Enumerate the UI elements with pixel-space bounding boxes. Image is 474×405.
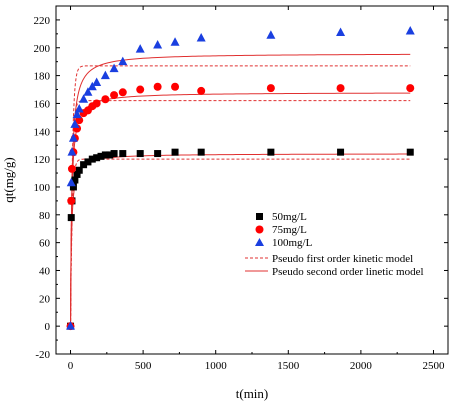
data-point-50 (267, 148, 275, 156)
legend-label-second-order: Pseudo second order linetic model (272, 266, 424, 278)
data-point-75 (153, 82, 162, 91)
data-point-100 (118, 56, 128, 66)
data-point-75 (118, 88, 127, 97)
data-point-50 (110, 150, 118, 158)
data-point-100 (66, 321, 76, 330)
y-tick-label: 40 (39, 265, 51, 277)
y-tick-label: 0 (45, 321, 51, 333)
data-point-75 (110, 91, 119, 100)
data-point-100 (68, 133, 78, 142)
data-point-50 (119, 150, 127, 158)
legend-marker-50 (256, 213, 263, 220)
data-point-75 (136, 85, 145, 94)
first-order-fit-line (70, 65, 411, 327)
x-tick-label: 1000 (205, 360, 228, 372)
data-point-75 (67, 164, 76, 173)
second-order-fit-line (70, 153, 411, 327)
y-tick-label: 160 (34, 98, 51, 110)
data-point-75 (406, 84, 415, 93)
data-point-75 (92, 99, 101, 108)
data-point-50 (101, 151, 109, 159)
y-tick-label: 100 (34, 182, 51, 194)
data-point-100 (67, 147, 77, 156)
data-point-50 (75, 166, 83, 174)
y-tick-label: -20 (35, 349, 50, 361)
second-order-fit-line (70, 53, 411, 327)
first-order-fit-line (70, 158, 411, 327)
data-point-100 (70, 119, 80, 128)
data-point-50 (84, 158, 92, 166)
y-tick-label: 220 (34, 15, 51, 27)
data-point-100 (92, 77, 102, 87)
data-point-100 (336, 27, 346, 36)
data-point-75 (101, 95, 110, 104)
data-point-50 (88, 155, 96, 163)
data-point-50 (71, 176, 79, 184)
data-point-75 (67, 196, 76, 205)
legend-label-75: 75mg/L (272, 224, 307, 236)
data-point-100 (72, 109, 82, 119)
data-point-75 (75, 116, 84, 125)
data-point-100 (196, 33, 206, 42)
y-tick-label: 120 (34, 154, 51, 166)
data-point-75 (266, 84, 275, 93)
legend-marker-100 (255, 238, 264, 246)
x-tick-label: 500 (135, 360, 152, 372)
data-point-100 (100, 70, 110, 80)
data-point-50 (154, 150, 162, 158)
y-tick-label: 20 (39, 293, 51, 305)
data-points (66, 26, 415, 331)
data-point-100 (74, 104, 84, 113)
x-tick-label: 1500 (277, 360, 300, 372)
data-point-75 (336, 84, 345, 93)
data-point-100 (266, 30, 276, 39)
data-point-100 (109, 63, 119, 73)
y-tick-label: 200 (34, 43, 51, 55)
data-point-50 (337, 148, 345, 156)
data-point-100 (170, 37, 180, 46)
legend-label-first-order: Pseudo first order kinetic model (272, 253, 413, 265)
data-point-50 (171, 148, 179, 156)
data-point-75 (171, 82, 180, 91)
legend-marker-75 (255, 225, 264, 234)
legend-label-50: 50mg/L (272, 211, 307, 223)
data-point-50 (136, 150, 144, 158)
y-tick-label: 140 (34, 126, 51, 138)
legend-label-100: 100mg/L (272, 237, 313, 249)
data-point-50 (406, 148, 414, 156)
data-point-100 (135, 44, 145, 53)
data-point-100 (153, 39, 163, 49)
data-point-75 (197, 86, 206, 95)
axis-ticks: 0 500 1000 1500 2000 2500 -20 0 20 40 60 80 100 120 14… (34, 6, 448, 372)
data-point-50 (93, 154, 101, 162)
x-tick-label: 2000 (350, 360, 373, 372)
data-point-100 (66, 177, 76, 187)
data-point-50 (197, 148, 205, 156)
data-point-50 (80, 161, 88, 169)
x-tick-label: 0 (68, 360, 74, 372)
data-point-100 (83, 87, 93, 96)
data-point-50 (69, 183, 77, 191)
first-order-fit-line (70, 100, 411, 327)
y-tick-label: 60 (39, 238, 51, 250)
x-tick-label: 2500 (422, 360, 445, 372)
y-tick-label: 180 (34, 71, 51, 83)
x-axis-title: t(min) (236, 386, 269, 401)
second-order-fit-line (70, 92, 411, 327)
legend: 50mg/L 75mg/L 100mg/L Pseudo first order… (245, 211, 424, 278)
data-point-100 (79, 94, 89, 103)
data-point-50 (73, 170, 81, 178)
y-tick-label: 80 (39, 210, 51, 222)
data-point-50 (97, 152, 105, 160)
data-point-50 (106, 151, 114, 159)
data-point-50 (67, 214, 75, 222)
y-axis-title: qt(mg/g) (1, 157, 16, 203)
data-point-100 (405, 26, 415, 35)
plot-frame (55, 5, 449, 355)
